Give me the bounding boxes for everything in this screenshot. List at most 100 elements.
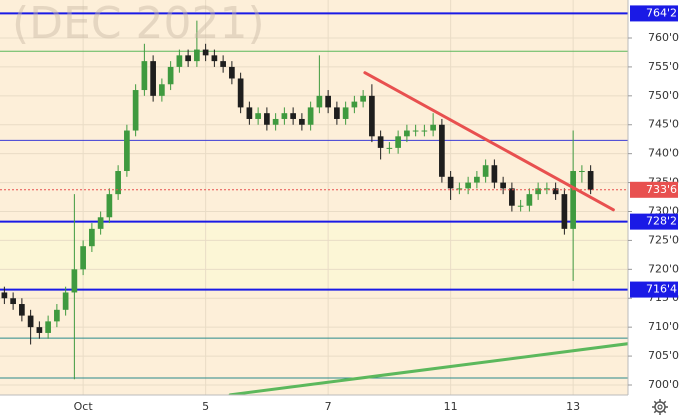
candle-body: [150, 61, 156, 96]
candle-body: [587, 171, 594, 190]
candle-body: [386, 147, 393, 149]
candle-body: [307, 107, 314, 125]
settings-icon[interactable]: [652, 399, 668, 415]
level-label: 716'4: [646, 283, 677, 296]
candle-body: [97, 217, 104, 229]
candle-body: [185, 55, 191, 62]
candle-body: [19, 304, 25, 316]
x-tick-label: Oct: [74, 400, 94, 413]
y-tick-label: 705'0: [648, 349, 679, 362]
level-label: 764'2: [646, 6, 677, 19]
candle-body: [552, 188, 559, 195]
candle-body: [89, 228, 95, 247]
y-tick-label: 740'0: [648, 147, 679, 160]
candle-body: [176, 55, 183, 67]
candle-body: [421, 130, 428, 132]
last-price-box: [630, 181, 678, 198]
candle-body: [439, 124, 445, 177]
candle-body: [194, 49, 200, 62]
candle-body: [255, 113, 261, 119]
candle-body: [465, 182, 471, 189]
x-tick-label: 13: [566, 400, 580, 413]
candle-body: [491, 165, 498, 183]
y-tick-label: 745'0: [648, 118, 679, 131]
x-tick-label: 5: [202, 400, 209, 413]
candle-body: [447, 176, 454, 189]
candle-body: [325, 95, 331, 108]
candle-body: [404, 130, 410, 137]
candle-body: [80, 246, 86, 270]
y-tick-label: 760'0: [648, 31, 679, 44]
candle-body: [246, 107, 253, 119]
y-tick-label: 720'0: [648, 262, 679, 275]
candle-body: [299, 118, 305, 125]
background-band: [0, 221, 628, 290]
y-tick-label: 700'0: [648, 378, 679, 391]
candle-body: [500, 182, 506, 189]
candle-body: [45, 321, 51, 333]
candle-body: [237, 78, 244, 108]
candle-body: [474, 176, 480, 183]
candle-body: [202, 49, 209, 56]
x-tick-label: 7: [325, 400, 332, 413]
background-band: [0, 289, 628, 395]
x-tick-label: 11: [444, 400, 458, 413]
axes: 700'0705'0710'0715'0720'0725'0730'0735'0…: [74, 5, 679, 413]
watermark-title: (DEC 2021): [12, 0, 265, 49]
candle-body: [517, 205, 524, 207]
candle-body: [579, 171, 585, 173]
candle-body: [570, 171, 576, 229]
candle-body: [36, 327, 43, 333]
candle-body: [27, 315, 34, 328]
candle-body: [229, 66, 235, 79]
candle-body: [211, 55, 218, 62]
candle-body: [369, 95, 375, 137]
candle-body: [334, 107, 340, 119]
candle-body: [509, 188, 515, 206]
candle-body: [10, 298, 16, 305]
candle-body: [456, 188, 463, 190]
candle-body: [124, 130, 130, 172]
y-tick-label: 750'0: [648, 89, 679, 102]
y-tick-label: 725'0: [648, 233, 679, 246]
candle-body: [351, 101, 358, 108]
candle-body: [412, 130, 419, 132]
candle-body: [360, 95, 366, 102]
candle-body: [482, 165, 489, 177]
candle-body: [132, 90, 139, 131]
y-tick-label: 755'0: [648, 60, 679, 73]
trend-line: [228, 342, 628, 395]
candle-body: [264, 113, 270, 125]
candle-body: [167, 66, 174, 85]
candle-body: [106, 194, 113, 218]
candle-body: [342, 107, 349, 119]
candle-body: [377, 136, 384, 148]
candle-body: [535, 188, 541, 195]
candle-body: [1, 292, 8, 299]
candle-body: [561, 194, 568, 229]
candle-body: [290, 113, 296, 119]
candle-body: [54, 309, 60, 322]
level-label: 728'2: [646, 215, 677, 228]
candle-body: [220, 61, 226, 67]
price-axis: [628, 0, 680, 420]
candle-body: [71, 269, 78, 293]
candle-body: [115, 171, 121, 195]
candle-body: [544, 188, 550, 190]
candle-body: [141, 61, 148, 91]
background-band: [0, 0, 628, 222]
level-label-box: [630, 281, 678, 298]
candle-body: [159, 84, 165, 96]
level-label-box: [630, 5, 678, 22]
candle-body: [526, 194, 533, 206]
candle-body: [272, 118, 279, 125]
trend-line: [363, 71, 615, 212]
last-price-label: 733'6: [646, 183, 677, 196]
candle-body: [430, 124, 436, 131]
level-label-box: [630, 213, 678, 230]
candle-body: [62, 292, 69, 310]
y-tick-label: 710'0: [648, 320, 679, 333]
candle-body: [281, 113, 288, 119]
candle-body: [316, 95, 323, 108]
